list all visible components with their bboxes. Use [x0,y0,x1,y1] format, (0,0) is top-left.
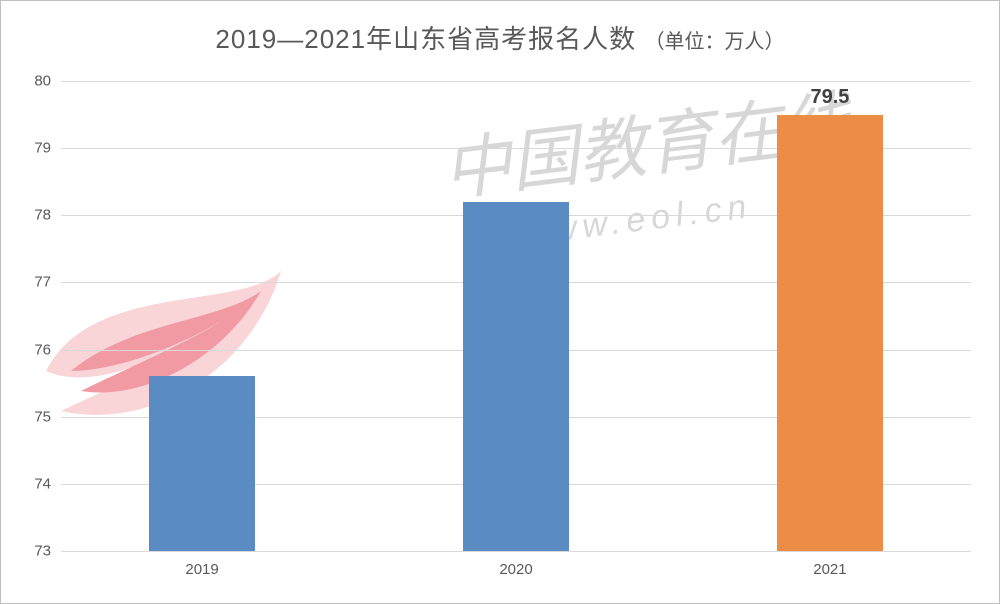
chart-container: 中国教育在线 www.eol.cn 2019—2021年山东省高考报名人数 （单… [0,0,1000,604]
bar: 79.5 [777,115,883,551]
y-tick-label: 73 [34,543,51,560]
y-tick-label: 78 [34,207,51,224]
bar-value-label: 79.5 [810,86,849,109]
bar [463,202,569,551]
x-tick-label: 2019 [185,561,218,578]
y-tick-label: 80 [34,73,51,90]
x-tick-label: 2021 [813,561,846,578]
y-tick-label: 76 [34,341,51,358]
y-tick-label: 75 [34,408,51,425]
x-tick-label: 2020 [499,561,532,578]
gridline [61,81,971,82]
y-tick-label: 79 [34,140,51,157]
chart-title-main: 2019—2021年山东省高考报名人数 [215,24,636,54]
gridline [61,551,971,552]
y-tick-label: 74 [34,475,51,492]
chart-title: 2019—2021年山东省高考报名人数 （单位：万人） [1,19,999,56]
chart-title-unit: （单位：万人） [645,31,785,53]
bar [149,376,255,551]
y-tick-label: 77 [34,274,51,291]
plot-area: 73747576777879802019202079.52021 [61,81,971,551]
